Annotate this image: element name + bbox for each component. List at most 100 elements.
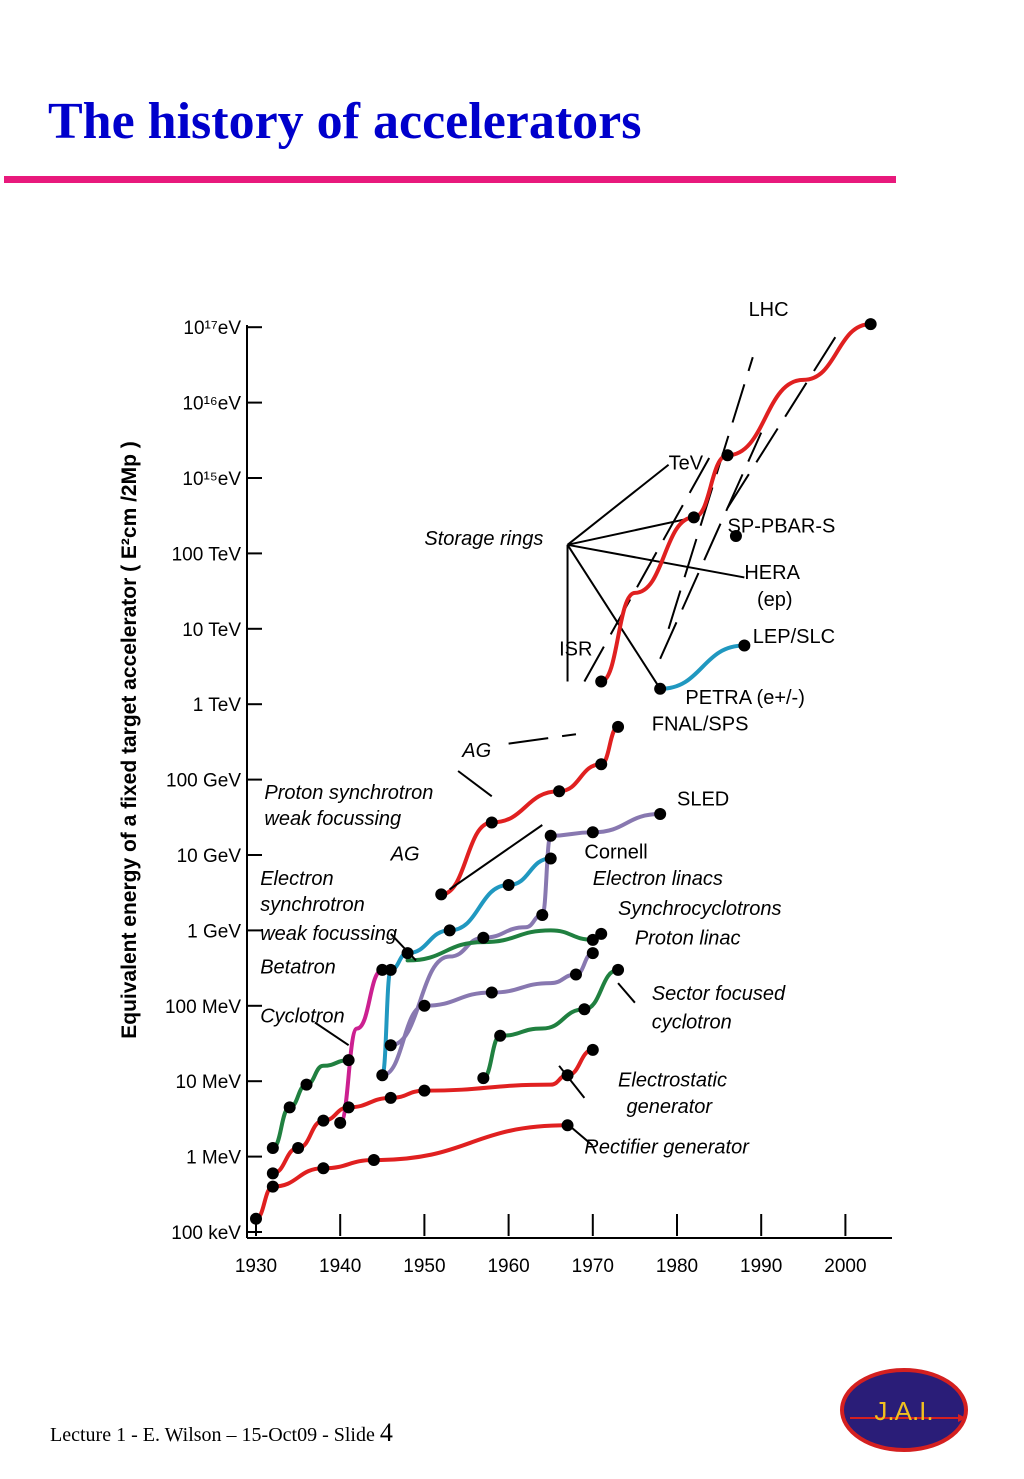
data-point-44 — [595, 758, 608, 771]
y-axis-label: Equivalent energy of a fixed target acce… — [118, 441, 141, 1039]
annotation-16: Electron — [260, 868, 333, 890]
storage-rings-leader-0 — [567, 516, 695, 546]
data-point-17 — [334, 1116, 347, 1129]
annotation-20: weak focussing — [260, 923, 397, 945]
annotation-22: Betatron — [260, 956, 336, 978]
data-point-41 — [435, 888, 448, 901]
y-tick-label-6: 100 GeV — [166, 771, 241, 792]
x-tick-label-7: 2000 — [824, 1256, 866, 1277]
x-tick-label-2: 1950 — [403, 1256, 445, 1277]
data-point-30 — [477, 931, 490, 944]
y-tick-label-2: 10 MeV — [176, 1072, 242, 1093]
envelope-line-4 — [726, 333, 838, 509]
y-tick-label-7: 1 TeV — [193, 695, 242, 716]
data-point-28 — [586, 947, 599, 960]
annotation-10: AG — [461, 740, 491, 762]
data-point-1 — [266, 1180, 279, 1193]
data-point-43 — [553, 785, 566, 798]
data-point-9 — [384, 1091, 397, 1104]
data-point-48 — [721, 449, 734, 462]
annotation-6: LEP/SLC — [753, 626, 835, 648]
pointer-line-2 — [558, 1065, 586, 1099]
data-point-10 — [418, 1084, 431, 1097]
annotation-25: cyclotron — [652, 1011, 732, 1033]
data-point-50 — [729, 530, 742, 543]
annotation-17: Electron linacs — [593, 868, 723, 890]
data-point-31 — [536, 909, 549, 922]
pointer-line-3 — [566, 1123, 594, 1147]
data-point-47 — [687, 511, 700, 524]
data-point-26 — [485, 986, 498, 999]
logo-ellipse — [840, 1368, 968, 1452]
data-point-19 — [376, 1069, 389, 1082]
x-tick-label-5: 1980 — [656, 1256, 698, 1277]
x-tick-label-3: 1960 — [487, 1256, 529, 1277]
envelope-line-0 — [508, 733, 577, 745]
jai-logo: J.A.I. — [840, 1368, 968, 1452]
y-tick-label-1: 1 MeV — [186, 1148, 241, 1169]
data-point-33 — [586, 826, 599, 839]
x-tick-label-4: 1970 — [572, 1256, 614, 1277]
y-tick-label-9: 100 TeV — [172, 544, 242, 565]
data-point-42 — [485, 816, 498, 829]
x-tick-label-6: 1990 — [740, 1256, 782, 1277]
data-point-35 — [586, 933, 599, 946]
series-line-4 — [380, 856, 553, 1078]
annotation-11: Proton synchrotron — [264, 782, 433, 804]
y-tick-label-3: 100 MeV — [165, 997, 241, 1018]
envelope-line-2 — [659, 432, 763, 660]
data-point-15 — [300, 1078, 313, 1091]
slide-number: 4 — [379, 1418, 393, 1447]
logo-text: J.A.I. — [874, 1396, 933, 1426]
data-point-49 — [864, 318, 877, 331]
annotation-24: Cyclotron — [260, 1006, 344, 1028]
storage-rings-leader-3 — [566, 544, 662, 690]
y-tick-label-4: 1 GeV — [187, 921, 241, 942]
data-point-6 — [292, 1142, 305, 1155]
annotation-2: SP-PBAR-S — [728, 515, 836, 537]
data-point-2 — [317, 1162, 330, 1175]
data-point-16 — [342, 1054, 355, 1067]
annotation-1: TeV — [669, 452, 704, 474]
annotation-0: LHC — [749, 299, 789, 321]
y-tick-label-11: 10¹⁶eV — [182, 394, 241, 415]
annotation-15: Cornell — [584, 841, 647, 863]
data-point-24 — [544, 852, 557, 865]
annotation-8: PETRA (e+/-) — [685, 687, 804, 709]
pointer-line-1 — [314, 1021, 350, 1047]
data-point-32 — [544, 829, 557, 842]
pointer-line-4 — [617, 982, 636, 1004]
annotation-14: AG — [390, 843, 420, 865]
series-line-8 — [481, 967, 621, 1081]
annotation-7: ISR — [559, 639, 592, 661]
data-point-52 — [738, 639, 751, 652]
logo-arrow-head — [958, 1414, 966, 1422]
series-line-11 — [658, 643, 747, 691]
data-point-22 — [443, 924, 456, 937]
annotation-18: synchrotron — [260, 894, 365, 916]
data-point-25 — [418, 999, 431, 1012]
y-tick-label-12: 10¹⁷eV — [183, 318, 241, 339]
data-point-27 — [569, 968, 582, 981]
series-line-10 — [599, 322, 873, 684]
data-point-46 — [595, 675, 608, 688]
y-tick-label-5: 10 GeV — [177, 846, 242, 867]
data-point-8 — [342, 1101, 355, 1114]
slide-footer: Lecture 1 - E. Wilson – 15-Oct09 - Slide… — [50, 1418, 393, 1448]
y-tick-label-8: 10 TeV — [182, 620, 241, 641]
x-tick-label-0: 1930 — [235, 1256, 277, 1277]
annotation-21: Proton linac — [635, 928, 741, 950]
envelope-line-1 — [583, 454, 712, 682]
data-point-7 — [317, 1114, 330, 1127]
data-point-45 — [612, 720, 625, 733]
annotation-4: HERA — [744, 562, 800, 584]
data-point-3 — [367, 1154, 380, 1167]
pointer-line-6 — [457, 770, 493, 798]
data-point-40 — [612, 963, 625, 976]
footer-text: Lecture 1 - E. Wilson – 15-Oct09 - Slide — [50, 1424, 380, 1446]
data-point-13 — [266, 1142, 279, 1155]
data-point-37 — [477, 1072, 490, 1085]
data-point-5 — [266, 1167, 279, 1180]
title-underline — [4, 176, 896, 183]
annotation-3: Storage rings — [424, 528, 543, 550]
